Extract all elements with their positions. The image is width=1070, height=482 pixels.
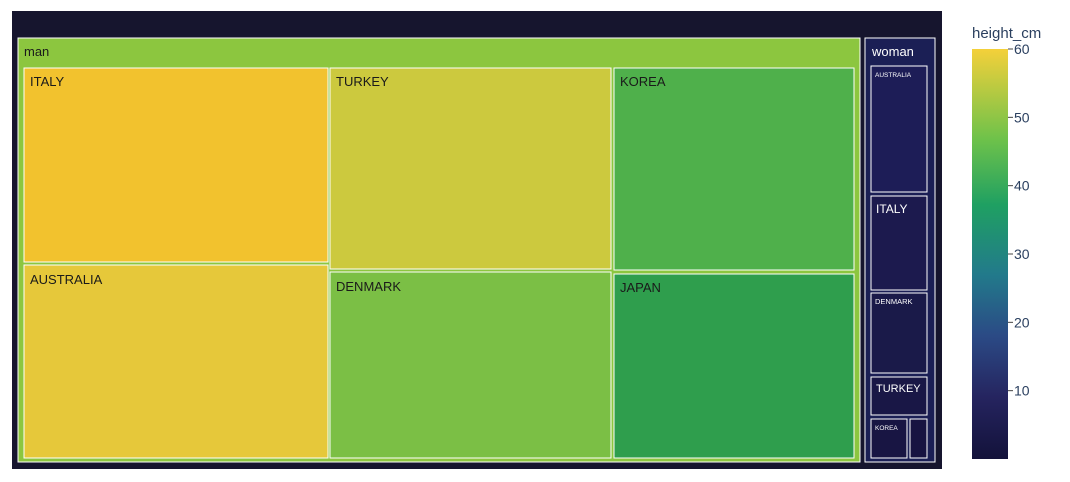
- tile-rect[interactable]: [329, 271, 612, 459]
- tile-woman-other[interactable]: [909, 418, 928, 459]
- tile-woman-italy[interactable]: ITALY: [870, 195, 928, 291]
- tile-label: JAPAN: [620, 280, 661, 295]
- tile-woman-turkey[interactable]: TURKEY: [870, 376, 928, 416]
- tile-man-denmark[interactable]: DENMARK: [329, 271, 612, 459]
- tile-woman-australia[interactable]: AUSTRALIA: [870, 65, 928, 193]
- tile-rect[interactable]: [23, 67, 329, 263]
- tile-man-japan[interactable]: JAPAN: [613, 273, 855, 459]
- tile-rect[interactable]: [870, 195, 928, 291]
- group-man[interactable]: man ITALY AUSTRALIA TURKEY DENMARK KOREA…: [17, 37, 861, 463]
- tile-rect[interactable]: [870, 65, 928, 193]
- tile-label: TURKEY: [876, 383, 921, 395]
- tile-label: KOREA: [875, 425, 898, 432]
- group-woman-label: woman: [871, 44, 914, 59]
- colorbar-ticks: 10 20 30 40 50 60: [1008, 41, 1030, 399]
- colorbar-tick-label: 50: [1014, 109, 1030, 125]
- tile-man-turkey[interactable]: TURKEY: [329, 67, 612, 270]
- group-man-label: man: [24, 44, 49, 59]
- tile-label: DENMARK: [336, 279, 401, 294]
- colorbar-tick-label: 40: [1014, 178, 1030, 194]
- tile-rect[interactable]: [870, 418, 908, 459]
- tile-label: AUSTRALIA: [875, 72, 912, 79]
- tile-woman-denmark[interactable]: DENMARK: [870, 292, 928, 374]
- tile-rect[interactable]: [613, 273, 855, 459]
- tile-woman-korea[interactable]: KOREA: [870, 418, 908, 459]
- tile-rect[interactable]: [870, 292, 928, 374]
- group-woman[interactable]: woman AUSTRALIA ITALY DENMARK TURKEY KOR…: [864, 37, 936, 463]
- tile-label: TURKEY: [336, 74, 389, 89]
- colorbar-tick-label: 60: [1014, 41, 1030, 57]
- colorbar: height_cm 10 20 30 40 50 60: [972, 25, 1041, 459]
- tile-label: KOREA: [620, 74, 666, 89]
- tile-rect[interactable]: [329, 67, 612, 270]
- colorbar-tick-label: 10: [1014, 383, 1030, 399]
- tile-label: DENMARK: [875, 297, 913, 306]
- tile-rect[interactable]: [613, 67, 855, 271]
- tile-man-italy[interactable]: ITALY: [23, 67, 329, 263]
- tile-man-korea[interactable]: KOREA: [613, 67, 855, 271]
- tile-rect[interactable]: [870, 376, 928, 416]
- tile-label: AUSTRALIA: [30, 272, 103, 287]
- colorbar-tick-label: 20: [1014, 314, 1030, 330]
- tile-label: ITALY: [876, 202, 908, 216]
- tile-label: ITALY: [30, 74, 65, 89]
- tile-rect[interactable]: [23, 264, 329, 459]
- tile-man-australia[interactable]: AUSTRALIA: [23, 264, 329, 459]
- colorbar-title: height_cm: [972, 25, 1041, 42]
- colorbar-gradient: [972, 49, 1008, 459]
- tile-rect[interactable]: [909, 418, 928, 459]
- colorbar-tick-label: 30: [1014, 246, 1030, 262]
